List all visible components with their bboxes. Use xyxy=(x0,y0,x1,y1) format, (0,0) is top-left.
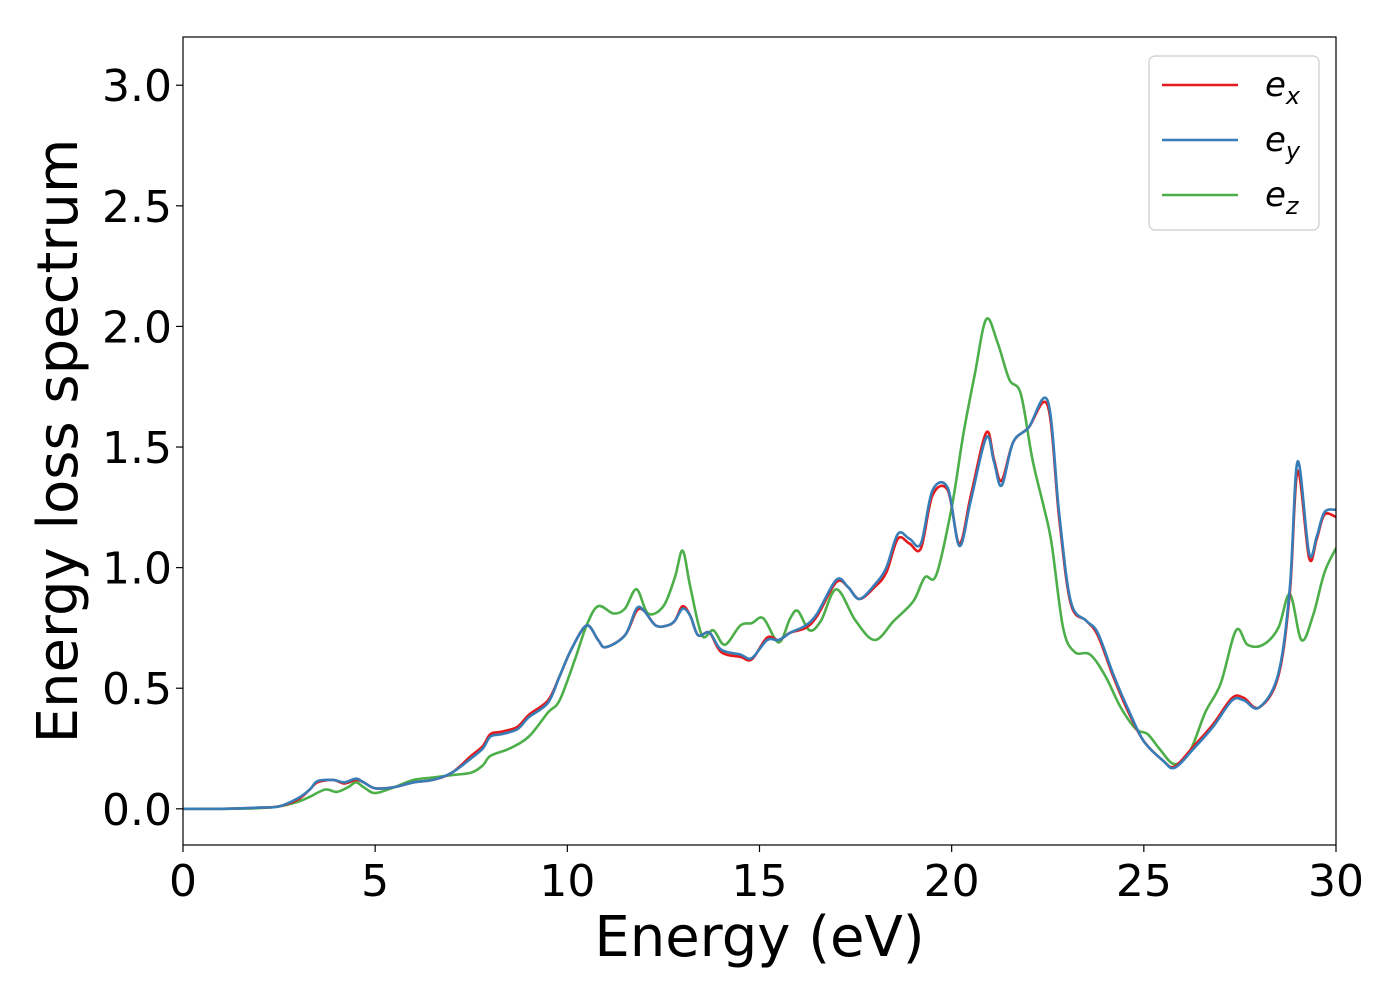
y-tick-label: 1.0 xyxy=(102,544,172,595)
x-tick-label: 0 xyxy=(169,856,197,907)
y-axis: 0.0 0.5 1.0 1.5 2.0 2.5 3.0 xyxy=(102,61,183,836)
series-line-e-z xyxy=(183,317,1336,811)
x-tick-label: 25 xyxy=(1116,856,1172,907)
series-layer xyxy=(183,317,1336,811)
x-axis: 0 5 10 15 20 25 30 xyxy=(169,845,1364,907)
x-axis-title: Energy (eV) xyxy=(594,905,924,970)
y-tick-label: 2.0 xyxy=(102,302,172,353)
series-line-e-y xyxy=(183,396,1336,811)
plot-area xyxy=(183,37,1336,845)
legend-box xyxy=(1148,55,1320,231)
legend-label-e-z: ez xyxy=(1265,175,1300,220)
y-tick-label: 2.5 xyxy=(102,182,172,233)
x-tick-label: 5 xyxy=(361,856,389,907)
y-tick-label: 3.0 xyxy=(102,61,172,112)
legend-label-e-x: ex xyxy=(1265,65,1301,110)
x-tick-label: 20 xyxy=(924,856,980,907)
x-tick-label: 10 xyxy=(539,856,595,907)
y-tick-label: 1.5 xyxy=(102,423,172,474)
y-tick-label: 0.5 xyxy=(102,664,172,715)
y-axis-title: Energy loss spectrum xyxy=(26,139,91,744)
x-tick-label: 15 xyxy=(732,856,788,907)
x-tick-label: 30 xyxy=(1308,856,1364,907)
legend-label-e-y: ey xyxy=(1265,120,1301,165)
y-tick-label: 0.0 xyxy=(102,785,172,836)
legend: ex ey ez xyxy=(1148,55,1320,231)
